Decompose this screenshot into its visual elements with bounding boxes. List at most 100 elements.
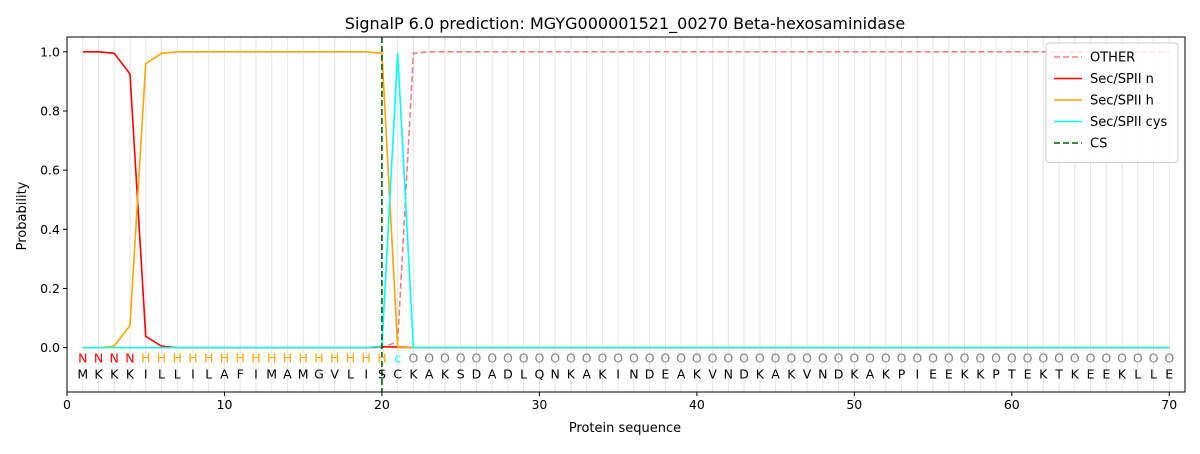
region-label: H — [361, 350, 370, 365]
region-label: O — [1070, 350, 1080, 365]
region-label: O — [723, 350, 733, 365]
residue-label: I — [616, 367, 620, 382]
residue-label: V — [708, 367, 717, 382]
region-label: O — [912, 350, 922, 365]
legend-label: CS — [1090, 137, 1107, 152]
residue-label: P — [898, 367, 906, 382]
region-label: O — [1101, 350, 1111, 365]
residue-label: K — [850, 367, 859, 382]
residue-label: K — [567, 367, 576, 382]
residue-label: D — [739, 367, 749, 382]
legend-label: Sec/SPII h — [1090, 94, 1154, 109]
residue-label: D — [834, 367, 844, 382]
residue-label: E — [1102, 367, 1110, 382]
series-line-sec-spii-n — [82, 50, 1170, 349]
y-tick-label: 0.0 — [40, 340, 60, 355]
region-label: O — [629, 350, 639, 365]
region-label: H — [204, 350, 213, 365]
region-label: N — [110, 350, 119, 365]
region-label: H — [330, 350, 339, 365]
region-label: O — [1023, 350, 1033, 365]
residue-label: K — [409, 367, 418, 382]
region-label: H — [377, 350, 386, 365]
residue-label: N — [550, 367, 559, 382]
residue-label: G — [314, 367, 324, 382]
region-label: H — [188, 350, 197, 365]
grid-layer — [82, 37, 1170, 392]
residue-label: N — [818, 367, 827, 382]
region-label: O — [660, 350, 670, 365]
x-tick-label: 50 — [846, 397, 862, 412]
residue-label: K — [1118, 367, 1127, 382]
residue-label: K — [598, 367, 607, 382]
residue-label: I — [191, 367, 195, 382]
residue-label: D — [503, 367, 513, 382]
region-label: O — [487, 350, 497, 365]
y-tick-label: 0.6 — [40, 163, 60, 178]
region-label: O — [834, 350, 844, 365]
x-tick-label: 30 — [531, 397, 547, 412]
residue-label: C — [393, 367, 402, 382]
region-label: c — [394, 350, 401, 365]
y-tick-label: 0.8 — [40, 103, 60, 118]
residue-label: A — [283, 367, 292, 382]
residue-label: K — [126, 367, 135, 382]
series-line-sec-spii-cys — [82, 53, 1170, 349]
residue-label: D — [645, 367, 655, 382]
residue-label: L — [520, 367, 527, 382]
region-label: O — [849, 350, 859, 365]
residue-label: L — [158, 367, 165, 382]
region-label: O — [1054, 350, 1064, 365]
region-label: O — [755, 350, 765, 365]
region-label: O — [897, 350, 907, 365]
residue-label: K — [787, 367, 796, 382]
x-tick-label: 10 — [217, 397, 233, 412]
region-label: O — [739, 350, 749, 365]
region-label: O — [597, 350, 607, 365]
region-label: O — [471, 350, 481, 365]
region-label: O — [440, 350, 450, 365]
region-label: O — [1038, 350, 1048, 365]
legend-label: Sec/SPII cys — [1090, 115, 1168, 130]
y-tick-label: 0.2 — [40, 281, 60, 296]
residue-label: L — [1150, 367, 1157, 382]
region-label: N — [78, 350, 87, 365]
residue-label: L — [1134, 367, 1141, 382]
residue-label: F — [237, 367, 244, 382]
region-label: H — [298, 350, 307, 365]
region-label: O — [550, 350, 560, 365]
y-tick-label: 0.4 — [40, 222, 60, 237]
residue-label: K — [882, 367, 891, 382]
region-label: O — [991, 350, 1001, 365]
region-label: O — [503, 350, 513, 365]
region-label: H — [283, 350, 292, 365]
region-label: O — [1007, 350, 1017, 365]
region-label: N — [94, 350, 103, 365]
residue-label: L — [347, 367, 354, 382]
residue-label: K — [94, 367, 103, 382]
legend-label: Sec/SPII n — [1090, 72, 1154, 87]
residue-label: S — [378, 367, 386, 382]
region-label: O — [645, 350, 655, 365]
residue-label: T — [1054, 367, 1063, 382]
residue-label: K — [1071, 367, 1080, 382]
residue-label: M — [77, 367, 88, 382]
legend-label: OTHER — [1090, 51, 1135, 66]
residue-label: I — [364, 367, 368, 382]
residue-label: Q — [534, 367, 544, 382]
region-label: O — [865, 350, 875, 365]
legend-box — [1045, 42, 1179, 163]
x-tick-label: 60 — [1004, 397, 1020, 412]
residue-label: E — [1165, 367, 1173, 382]
region-label: O — [692, 350, 702, 365]
region-label: O — [771, 350, 781, 365]
region-label: O — [928, 350, 938, 365]
region-label: O — [1086, 350, 1096, 365]
region-label: O — [409, 350, 419, 365]
sequence-labels: NMNKNKNKHIHLHLHIHLHAHFHIHMHAHMHGHVHLHIHS… — [77, 350, 1174, 381]
region-label: O — [1117, 350, 1127, 365]
region-label: H — [157, 350, 166, 365]
region-label: H — [236, 350, 245, 365]
region-label: O — [1149, 350, 1159, 365]
